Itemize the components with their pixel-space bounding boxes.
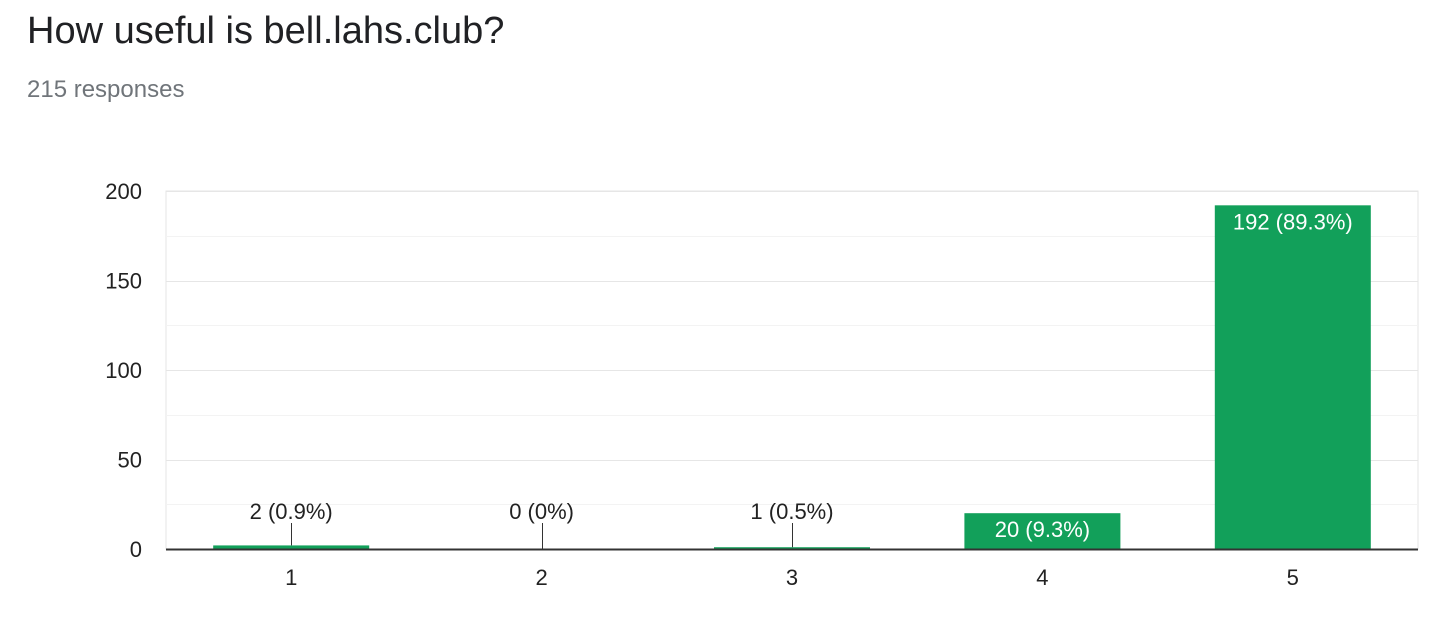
x-tick-label: 1 <box>285 565 297 590</box>
data-label: 1 (0.5%) <box>750 499 833 524</box>
y-axis-tick-labels: 0 50 100 150 200 <box>105 179 142 562</box>
x-axis-tick-labels: 1 2 3 4 5 <box>285 565 1299 590</box>
bar <box>964 513 1121 549</box>
y-tick-label: 0 <box>130 537 142 562</box>
y-tick-label: 200 <box>105 179 142 204</box>
data-labels: 2 (0.9%) 0 (0%) 1 (0.5%) 20 (9.3%) 192 (89.3… <box>250 209 1353 549</box>
bar <box>714 547 870 549</box>
y-tick-label: 150 <box>105 269 142 294</box>
x-tick-label: 4 <box>1036 565 1048 590</box>
data-label: 2 (0.9%) <box>250 499 333 524</box>
bar <box>1214 205 1371 549</box>
bar <box>213 545 370 549</box>
x-tick-label: 3 <box>786 565 798 590</box>
grid-layer <box>165 190 1419 550</box>
x-tick-label: 2 <box>535 565 547 590</box>
y-tick-label: 100 <box>105 358 142 383</box>
question-title: How useful is bell.lahs.club? <box>27 10 505 52</box>
data-label: 192 (89.3%) <box>1233 209 1353 234</box>
data-label: 20 (9.3%) <box>995 517 1090 542</box>
bars <box>213 205 1371 549</box>
response-count: 215 responses <box>27 76 185 103</box>
x-tick-label: 5 <box>1287 565 1299 590</box>
y-tick-label: 50 <box>118 448 142 473</box>
data-label: 0 (0%) <box>509 499 574 524</box>
